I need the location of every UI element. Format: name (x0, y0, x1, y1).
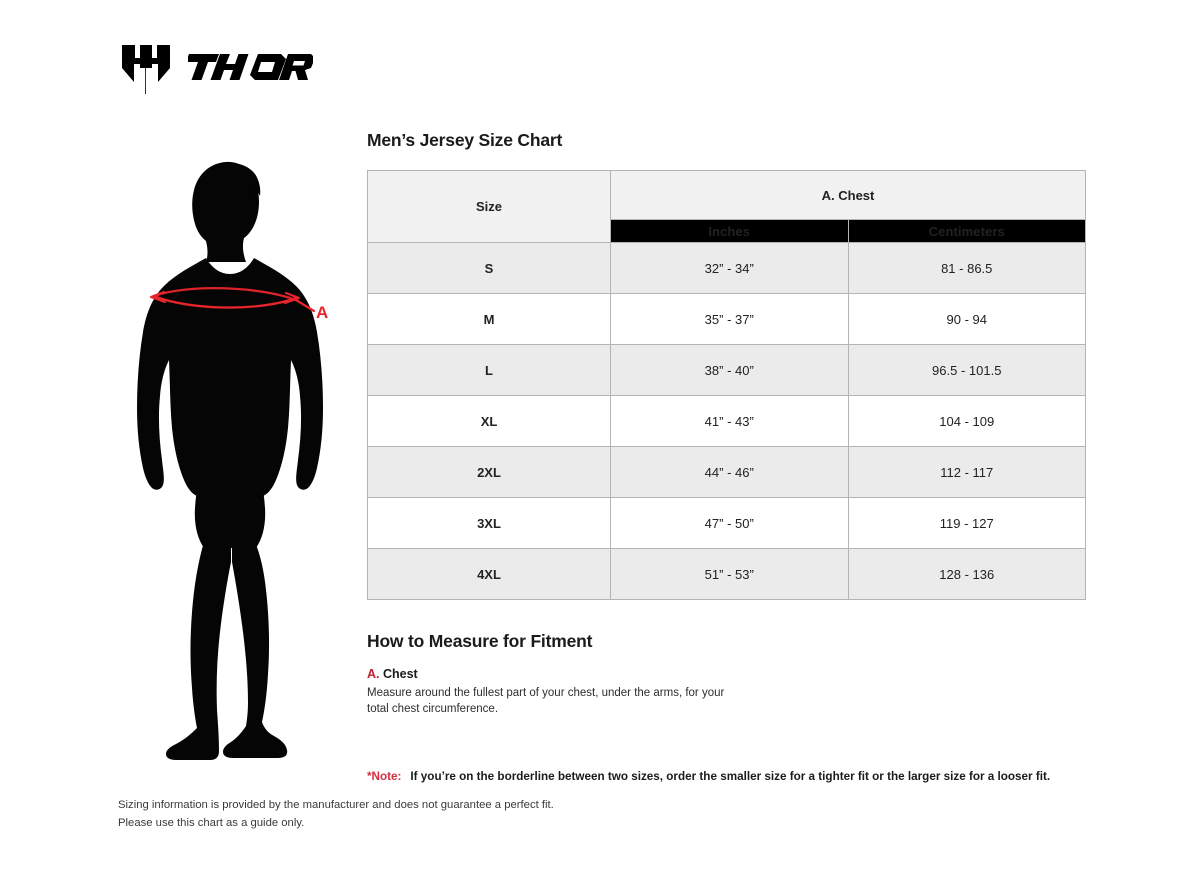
body-silhouette-illustration: A (118, 150, 348, 770)
measure-item-title: A. Chest (367, 667, 1087, 681)
note-row: *Note: If you’re on the borderline betwe… (367, 770, 1087, 783)
cell-chest-centimeters: 119 - 127 (847, 497, 1086, 549)
chest-measure-indicator (149, 286, 316, 313)
column-header-chest-group: A. Chest (610, 170, 1086, 220)
cell-chest-centimeters: 104 - 109 (847, 395, 1086, 447)
male-body-silhouette-icon: A (137, 161, 328, 760)
measure-item-letter: A. (367, 667, 380, 681)
cell-chest-centimeters: 96.5 - 101.5 (847, 344, 1086, 396)
cell-size: M (367, 293, 611, 345)
table-row: 4XL 51” - 53” 128 - 136 (367, 548, 1086, 600)
cell-size: 3XL (367, 497, 611, 549)
cell-size: 2XL (367, 446, 611, 498)
note-label: *Note: (367, 769, 402, 783)
size-chart-panel: Men’s Jersey Size Chart Size A. Chest In… (367, 130, 1087, 783)
column-header-centimeters: Centimeters (847, 219, 1086, 243)
cell-size: S (367, 242, 611, 294)
cell-chest-inches: 51” - 53” (610, 548, 849, 600)
cell-chest-inches: 47” - 50” (610, 497, 849, 549)
cell-chest-inches: 38” - 40” (610, 344, 849, 396)
column-header-inches: Inches (610, 219, 849, 243)
table-row: L 38” - 40” 96.5 - 101.5 (367, 344, 1086, 396)
cell-chest-centimeters: 90 - 94 (847, 293, 1086, 345)
note-text: If you’re on the borderline between two … (410, 769, 1051, 783)
table-row: M 35” - 37” 90 - 94 (367, 293, 1086, 345)
table-row: 2XL 44” - 46” 112 - 117 (367, 446, 1086, 498)
cell-size: XL (367, 395, 611, 447)
measure-item-chest: A. Chest Measure around the fullest part… (367, 667, 1087, 718)
cell-chest-inches: 41” - 43” (610, 395, 849, 447)
cell-size: L (367, 344, 611, 396)
cell-chest-inches: 44” - 46” (610, 446, 849, 498)
disclaimer-line-1: Sizing information is provided by the ma… (118, 799, 554, 811)
table-row: S 32” - 34” 81 - 86.5 (367, 242, 1086, 294)
cell-size: 4XL (367, 548, 611, 600)
cell-chest-centimeters: 81 - 86.5 (847, 242, 1086, 294)
thor-wordmark (188, 54, 313, 80)
table-body: S 32” - 34” 81 - 86.5 M 35” - 37” 90 - 94 L 38”… (367, 242, 1086, 600)
disclaimer: Sizing information is provided by the ma… (118, 797, 554, 832)
table-row: 3XL 47” - 50” 119 - 127 (367, 497, 1086, 549)
thor-shield-icon (122, 45, 170, 94)
chest-callout-label: A (316, 303, 328, 322)
cell-chest-centimeters: 128 - 136 (847, 548, 1086, 600)
brand-logo (118, 38, 313, 94)
cell-chest-inches: 32” - 34” (610, 242, 849, 294)
cell-chest-inches: 35” - 37” (610, 293, 849, 345)
page-title: Men’s Jersey Size Chart (367, 130, 563, 150)
how-to-measure-heading: How to Measure for Fitment (367, 631, 593, 651)
disclaimer-line-2: Please use this chart as a guide only. (118, 816, 305, 829)
measure-item-label: Chest (382, 667, 418, 681)
size-chart-table: Size A. Chest Inches Centimeters S 32” - … (367, 170, 1086, 600)
table-header: Size A. Chest Inches Centimeters (367, 170, 1086, 243)
table-row: XL 41” - 43” 104 - 109 (367, 395, 1086, 447)
cell-chest-centimeters: 112 - 117 (847, 446, 1086, 498)
column-header-size: Size (367, 170, 611, 243)
measure-item-description: Measure around the fullest part of your … (367, 687, 725, 716)
